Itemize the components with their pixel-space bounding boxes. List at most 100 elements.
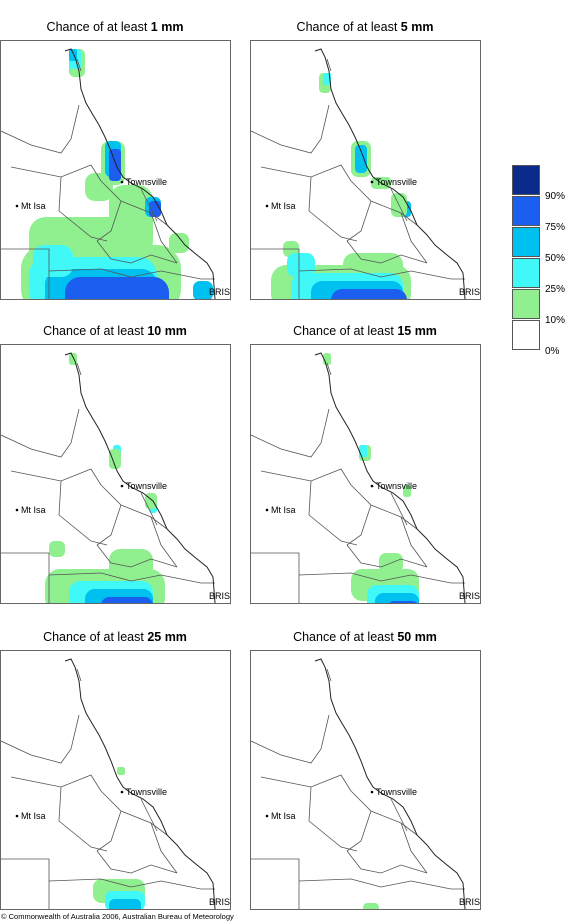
townsville-label: Townsville xyxy=(126,787,167,797)
district-boundary xyxy=(96,810,122,852)
district-boundary xyxy=(251,714,330,764)
district-boundary xyxy=(346,810,372,852)
coastline xyxy=(64,352,216,603)
rainfall-probability-area xyxy=(169,233,189,253)
legend-swatch-50 xyxy=(512,227,540,257)
mt-isa-label-dot xyxy=(265,508,269,512)
rainfall-probability-area xyxy=(109,549,153,581)
map-5mm: Townsville Mt Isa BRIS xyxy=(250,40,481,300)
legend-label-90: 90% xyxy=(545,191,566,202)
district-boundary xyxy=(140,798,158,832)
queensland-map: Townsville Mt Isa BRIS xyxy=(251,48,480,299)
copyright-notice: © Commonwealth of Australia 2006, Austra… xyxy=(1,912,234,921)
legend-label-50: 50% xyxy=(545,253,566,264)
district-boundary xyxy=(96,504,122,546)
district-boundary xyxy=(308,786,358,852)
district-boundary xyxy=(100,790,168,836)
district-boundary xyxy=(48,268,215,280)
district-boundary xyxy=(76,362,82,376)
district-boundary xyxy=(140,188,158,222)
title-threshold: 5 mm xyxy=(400,20,434,34)
townsville-label: Townsville xyxy=(376,787,417,797)
mt-isa-label: Mt Isa xyxy=(271,201,296,211)
mt-isa-label-dot xyxy=(265,204,269,208)
rainfall-probability-area xyxy=(287,253,315,277)
brisbane-label: BRIS xyxy=(209,897,230,907)
coastline xyxy=(314,658,466,909)
district-boundary xyxy=(140,492,158,526)
district-boundary xyxy=(390,188,408,222)
coastline xyxy=(314,48,466,299)
rainfall-probability-area xyxy=(117,767,125,775)
title-prefix: Chance of at least xyxy=(293,630,398,644)
panel-title: Chance of at least 15 mm xyxy=(250,324,480,338)
brisbane-label: BRIS xyxy=(459,287,480,297)
district-boundary xyxy=(346,200,372,242)
district-boundary xyxy=(346,850,428,874)
townsville-label-dot xyxy=(120,484,124,488)
district-boundary xyxy=(1,858,50,909)
map-15mm: Townsville Mt Isa BRIS xyxy=(250,344,481,604)
district-boundary xyxy=(58,786,108,852)
title-threshold: 1 mm xyxy=(150,20,184,34)
rainfall-probability-area xyxy=(65,277,169,299)
district-boundary xyxy=(350,180,418,226)
district-boundary xyxy=(76,668,82,682)
legend-swatch-75 xyxy=(512,196,540,226)
mt-isa-label: Mt Isa xyxy=(271,505,296,515)
panel-title: Chance of at least 25 mm xyxy=(0,630,230,644)
district-boundary xyxy=(1,104,80,154)
district-boundary xyxy=(96,544,178,568)
queensland-map: Townsville Mt Isa BRIS xyxy=(1,48,230,299)
legend-label-75: 75% xyxy=(545,222,566,233)
brisbane-label: BRIS xyxy=(459,591,480,601)
district-boundary xyxy=(260,774,352,792)
rainfall-probability-area xyxy=(359,445,367,457)
rainfall-probability-area xyxy=(355,145,367,173)
rainfall-probability-area xyxy=(109,449,121,469)
title-threshold: 10 mm xyxy=(147,324,187,338)
district-boundary xyxy=(1,408,80,458)
district-boundary xyxy=(10,164,102,182)
map-25mm: Townsville Mt Isa BRIS xyxy=(0,650,231,910)
district-boundary xyxy=(326,668,332,682)
title-prefix: Chance of at least xyxy=(296,20,401,34)
rainfall-probability-area xyxy=(33,245,73,277)
coastline xyxy=(64,48,216,299)
district-boundary xyxy=(150,212,178,264)
legend-label-0: 0% xyxy=(545,346,560,357)
district-boundary xyxy=(346,504,372,546)
district-boundary xyxy=(400,212,428,264)
queensland-map: Townsville Mt Isa BRIS xyxy=(251,352,480,603)
rainfall-probability-area xyxy=(389,601,417,603)
district-boundary xyxy=(298,878,465,890)
queensland-map: Townsville Mt Isa BRIS xyxy=(1,658,230,909)
queensland-map: Townsville Mt Isa BRIS xyxy=(251,658,480,909)
panel-title: Chance of at least 50 mm xyxy=(250,630,480,644)
legend-swatch-10 xyxy=(512,289,540,319)
district-boundary xyxy=(58,176,108,242)
district-boundary xyxy=(326,58,332,72)
townsville-label-dot xyxy=(120,180,124,184)
title-threshold: 50 mm xyxy=(397,630,437,644)
rainfall-probability-area xyxy=(101,597,153,603)
panel-title: Chance of at least 10 mm xyxy=(0,324,230,338)
district-boundary xyxy=(346,544,428,568)
legend-label-10: 10% xyxy=(545,315,566,326)
probability-legend: 90% 75% 50% 25% 10% 0% xyxy=(512,165,568,357)
district-boundary xyxy=(251,552,300,603)
rainfall-probability-area xyxy=(363,903,379,909)
map-10mm: Townsville Mt Isa BRIS xyxy=(0,344,231,604)
mt-isa-label-dot xyxy=(15,508,19,512)
map-1mm: Townsville Mt Isa BRIS xyxy=(0,40,231,300)
mt-isa-label-dot xyxy=(15,814,19,818)
rainfall-probability-area xyxy=(49,541,65,557)
legend-swatch-25 xyxy=(512,258,540,288)
district-boundary xyxy=(260,164,352,182)
rainfall-probability-area xyxy=(403,485,411,497)
brisbane-label: BRIS xyxy=(209,287,230,297)
district-boundary xyxy=(308,480,358,546)
title-threshold: 25 mm xyxy=(147,630,187,644)
rainfall-probability-area xyxy=(109,149,121,181)
panel-title: Chance of at least 1 mm xyxy=(0,20,230,34)
